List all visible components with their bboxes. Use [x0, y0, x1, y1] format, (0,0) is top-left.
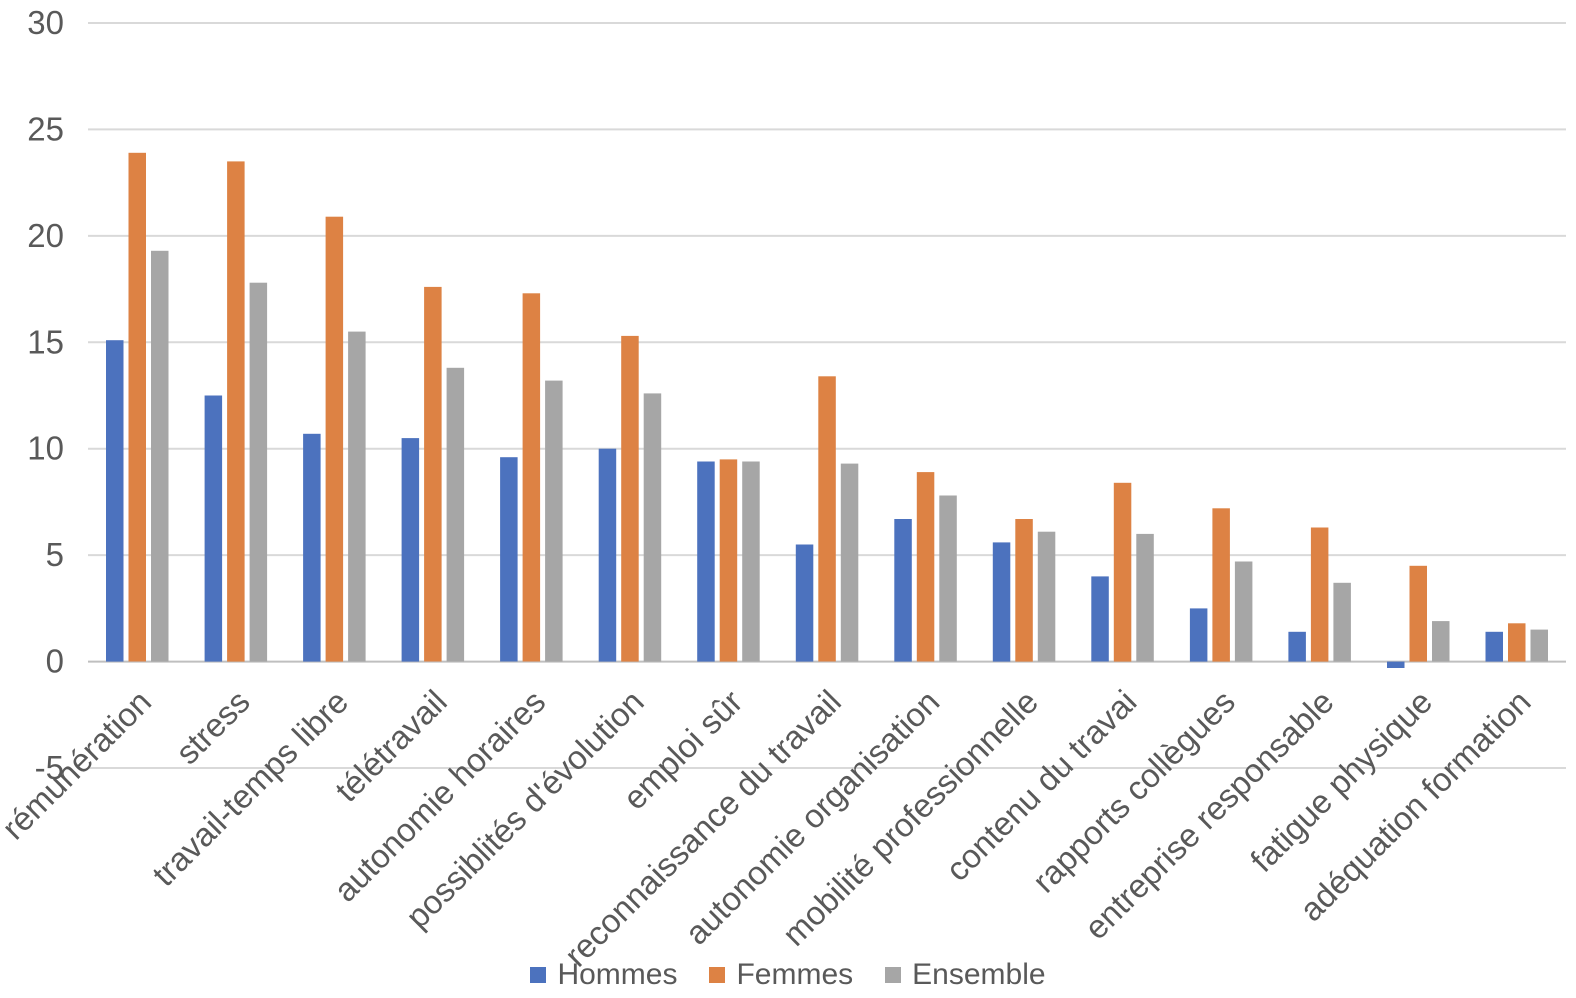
bar-femmes-10 [1015, 519, 1033, 662]
bar-femmes-1 [128, 152, 146, 662]
y-tick-label: 15 [27, 323, 64, 360]
bar-ensemble-7 [742, 461, 760, 662]
legend-item-ensemble: Ensemble [885, 958, 1046, 992]
y-tick-label: 5 [46, 536, 64, 573]
bar-ensemble-13 [1333, 582, 1351, 662]
y-tick-label: -5 [35, 749, 64, 786]
bar-ensemble-10 [1037, 531, 1056, 662]
x-axis-label: rémunération [0, 683, 158, 847]
bar-ensemble-3 [348, 331, 366, 662]
bar-hommes-11 [1091, 576, 1109, 662]
bar-femmes-2 [227, 161, 245, 662]
x-axis-label: fatigue physique [1243, 683, 1439, 879]
bar-ensemble-9 [939, 495, 957, 662]
bar-hommes-9 [894, 519, 912, 662]
bar-ensemble-12 [1234, 561, 1253, 662]
legend-label: Hommes [557, 958, 678, 991]
bar-hommes-12 [1189, 608, 1208, 662]
bar-ensemble-6 [643, 393, 662, 662]
bar-hommes-14 [1387, 661, 1405, 668]
y-tick-label: 20 [27, 217, 64, 254]
bar-femmes-6 [621, 335, 639, 662]
bar-hommes-8 [795, 544, 814, 662]
bar-ensemble-5 [545, 380, 563, 662]
bar-femmes-13 [1310, 527, 1329, 662]
legend-swatch-femmes [709, 967, 726, 983]
bar-hommes-6 [598, 448, 617, 662]
bar-ensemble-1 [151, 250, 169, 662]
legend-label: Femmes [736, 958, 854, 991]
bar-hommes-4 [401, 438, 420, 662]
bar-hommes-3 [303, 433, 321, 662]
legend-item-femmes: Femmes [709, 958, 853, 992]
bar-ensemble-15 [1530, 629, 1548, 662]
bar-ensemble-4 [446, 367, 465, 662]
bar-ensemble-8 [840, 463, 859, 662]
y-tick-label: 25 [27, 110, 64, 147]
legend-item-hommes: Hommes [530, 958, 677, 992]
bar-femmes-11 [1113, 482, 1132, 662]
bar-femmes-4 [424, 286, 442, 662]
bar-femmes-12 [1212, 508, 1230, 662]
bar-femmes-14 [1409, 565, 1427, 662]
legend: Hommes Femmes Ensemble [0, 958, 1576, 992]
x-axis-label: stress [168, 683, 256, 771]
y-tick-label: 30 [27, 4, 64, 41]
legend-label: Ensemble [912, 958, 1046, 991]
bar-femmes-7 [719, 459, 738, 662]
bar-ensemble-11 [1136, 533, 1154, 662]
bar-femmes-3 [325, 216, 344, 662]
bar-ensemble-2 [249, 282, 268, 662]
bar-hommes-5 [500, 457, 518, 662]
bar-femmes-5 [522, 293, 541, 662]
bar-femmes-15 [1508, 623, 1526, 662]
bar-hommes-1 [106, 340, 124, 662]
bar-hommes-2 [204, 395, 223, 662]
bar-ensemble-14 [1432, 621, 1450, 662]
bar-hommes-10 [992, 542, 1011, 662]
bar-femmes-9 [916, 472, 935, 662]
y-tick-label: 0 [46, 643, 64, 680]
y-tick-label: 10 [27, 430, 64, 467]
legend-swatch-ensemble [885, 967, 902, 983]
bar-hommes-13 [1288, 631, 1306, 662]
bar-hommes-7 [697, 461, 715, 662]
legend-swatch-hommes [530, 967, 547, 983]
bar-femmes-8 [818, 376, 836, 662]
bar-hommes-15 [1485, 631, 1503, 662]
